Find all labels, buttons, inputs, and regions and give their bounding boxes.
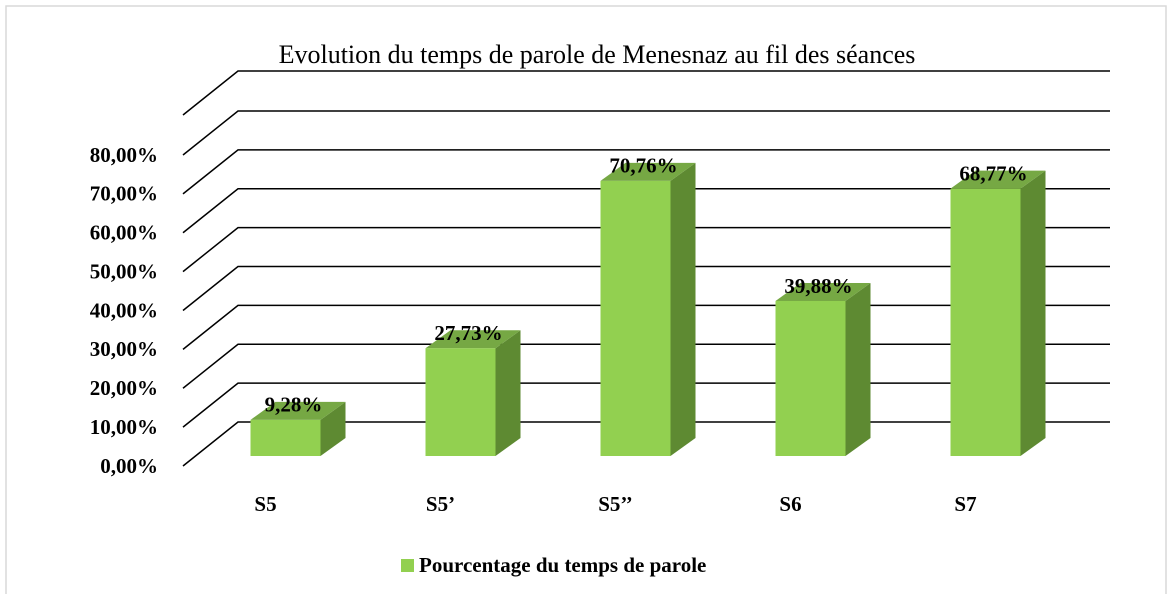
legend-label: Pourcentage du temps de parole <box>419 553 706 577</box>
x-tick-label: S5 <box>254 492 276 516</box>
bar-side <box>845 282 871 456</box>
bar-side <box>495 330 521 456</box>
x-tick-label: S5’ <box>426 492 455 516</box>
x-tick-label: S7 <box>954 492 976 516</box>
bar-side <box>670 162 696 456</box>
x-tick-label: S6 <box>779 492 801 516</box>
value-label: 27,73% <box>434 321 502 345</box>
grid-line <box>182 188 1110 234</box>
x-tick-label: S5’’ <box>598 492 633 516</box>
grid-line <box>182 265 1110 312</box>
bar-top <box>775 282 871 301</box>
y-tick-label: 50,00% <box>90 259 158 283</box>
y-tick-label: 0,00% <box>100 454 158 478</box>
y-tick-label: 30,00% <box>90 337 158 361</box>
y-tick-label: 70,00% <box>90 182 158 206</box>
bar-top <box>950 170 1046 189</box>
bar-side <box>320 401 346 456</box>
bar-top <box>250 401 346 420</box>
chart-title: Evolution du temps de parole de Menesnaz… <box>279 40 916 69</box>
legend-swatch <box>401 559 414 572</box>
value-label: 9,28% <box>265 393 323 417</box>
grid-line <box>182 149 1110 195</box>
bar <box>950 188 1021 457</box>
y-tick-label: 40,00% <box>90 298 158 322</box>
value-label: 70,76% <box>609 154 677 178</box>
y-tick-label: 60,00% <box>90 221 158 245</box>
wall-top <box>182 70 1110 116</box>
y-tick-label: 10,00% <box>90 415 158 439</box>
bar-top <box>600 162 696 181</box>
bar <box>775 300 846 456</box>
grid-line <box>182 110 1110 156</box>
bar-top <box>425 330 521 349</box>
bar <box>250 419 321 456</box>
bar <box>600 180 671 456</box>
bar <box>425 348 496 456</box>
value-label: 68,77% <box>959 161 1027 185</box>
grid-line <box>182 226 1110 273</box>
y-tick-label: 20,00% <box>90 376 158 400</box>
bar-side <box>1020 170 1046 457</box>
value-label: 39,88% <box>784 274 852 298</box>
y-tick-label: 80,00% <box>90 143 158 167</box>
